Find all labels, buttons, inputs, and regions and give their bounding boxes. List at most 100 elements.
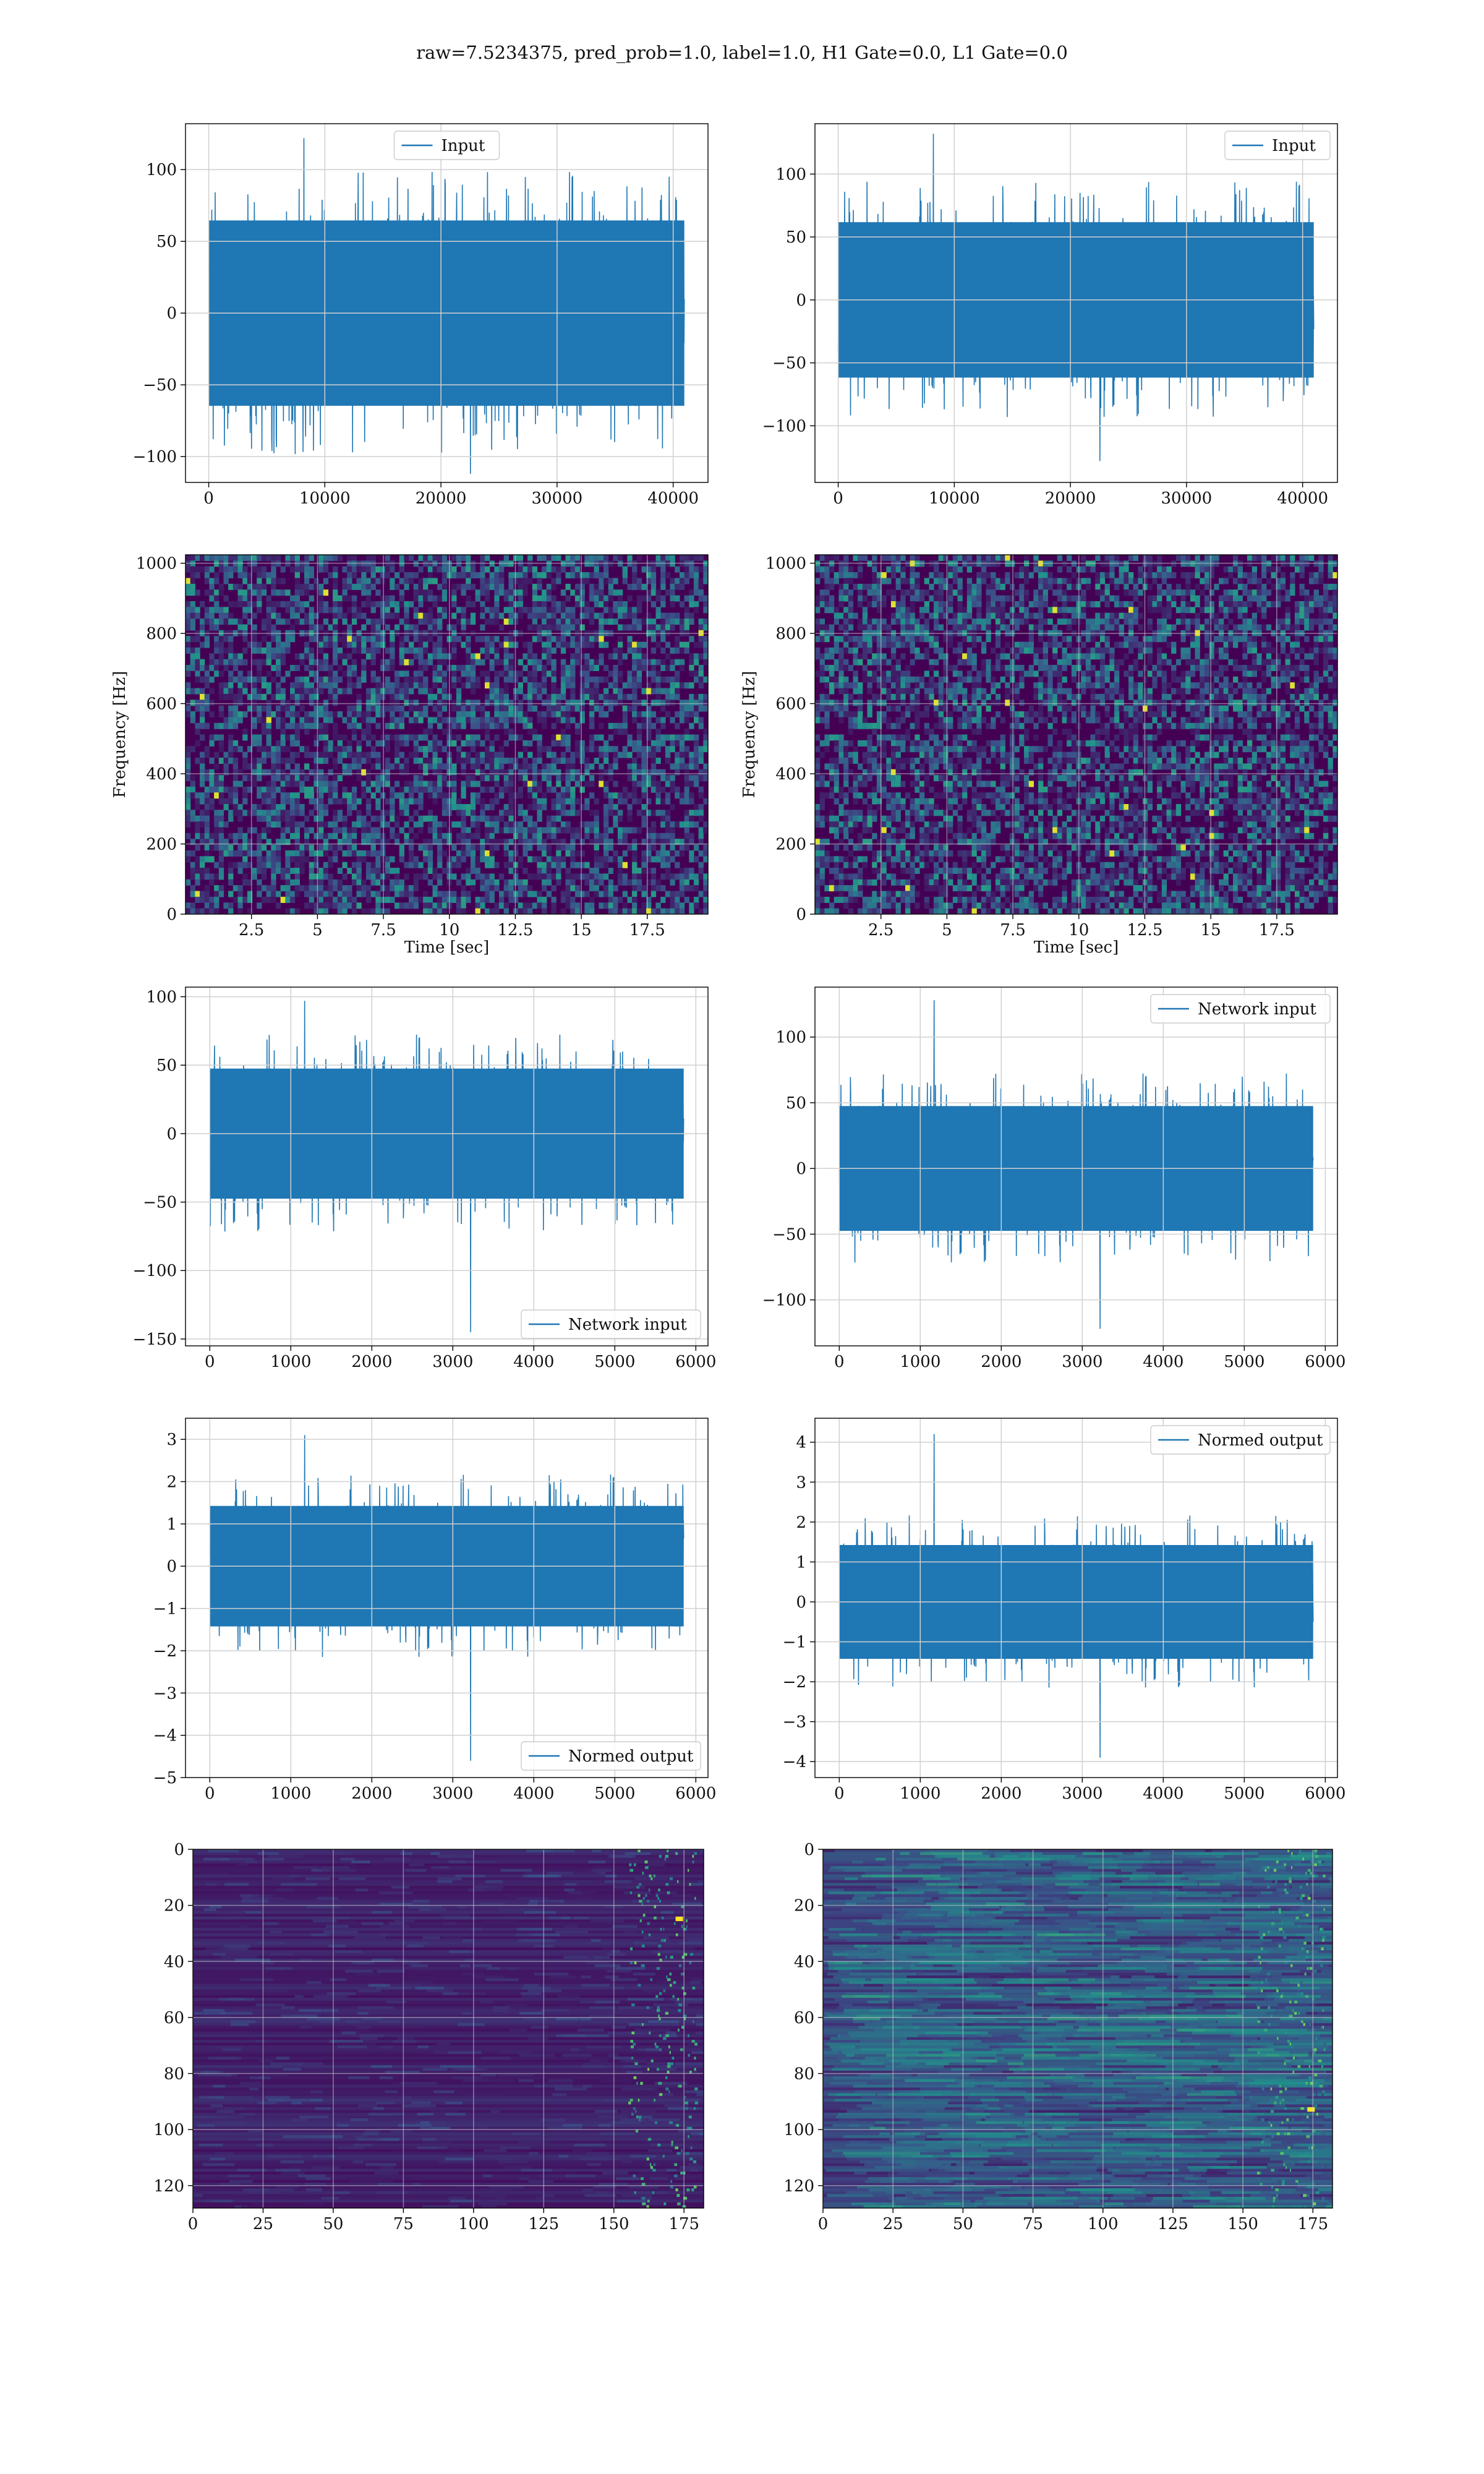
heatmap-cell [190, 775, 195, 782]
heatmap-cell [1209, 572, 1214, 579]
heatmap-cell [285, 601, 291, 607]
heatmap-cell [1299, 589, 1305, 596]
heatmap-cell [356, 758, 362, 764]
heatmap-cell [266, 659, 271, 666]
heatmap-cell [351, 908, 357, 914]
heatmap-cell [375, 641, 381, 648]
heatmap-cell [622, 839, 628, 845]
heatmap-cell [499, 792, 505, 799]
heatmap-cell [494, 885, 500, 892]
heatmap-cell [508, 891, 514, 897]
heatmap-cell [646, 896, 652, 903]
heatmap-cell [670, 740, 675, 747]
heatmap-cell [318, 902, 324, 909]
heatmap-cell [257, 705, 262, 712]
heatmap-cell [409, 700, 414, 706]
heatmap-cell [1304, 595, 1310, 602]
heatmap-cell [261, 758, 267, 764]
heatmap-cell [560, 758, 566, 764]
heatmap-cell [413, 647, 419, 654]
heatmap-cell [252, 624, 257, 631]
heatmap-cell [271, 560, 276, 567]
heatmap-cell [556, 839, 561, 845]
heatmap-cell [895, 560, 901, 567]
heatmap-cell [499, 560, 505, 567]
heatmap-cell [1028, 601, 1034, 607]
heatmap-cell [1099, 560, 1106, 567]
heatmap-cell [375, 786, 381, 793]
heatmap-cell [527, 815, 533, 822]
heatmap-cell [257, 839, 262, 845]
heatmap-cell [660, 700, 666, 706]
heatmap-cell [655, 607, 661, 614]
heatmap-cell [223, 647, 229, 654]
heatmap-cell [470, 659, 476, 666]
heatmap-cell [323, 839, 329, 845]
heatmap-cell [271, 810, 276, 816]
heatmap-cell [532, 873, 538, 880]
heatmap-cell [494, 734, 500, 741]
plot-area [815, 555, 1337, 914]
heatmap-cell [650, 751, 657, 758]
heatmap-cell [641, 868, 647, 874]
heatmap-cell [257, 589, 262, 596]
heatmap-cell [313, 798, 319, 805]
heatmap-cell [527, 751, 533, 758]
heatmap-cell [608, 798, 613, 805]
heatmap-cell [261, 815, 267, 822]
heatmap-cell [351, 618, 357, 625]
heatmap-cell [508, 815, 514, 822]
heatmap-cell [1171, 601, 1177, 607]
heatmap-cell [938, 601, 944, 607]
heatmap-cell [437, 873, 443, 880]
heatmap-cell [461, 670, 466, 677]
heatmap-cell [522, 879, 528, 886]
figure-title: raw=7.5234375, pred_prob=1.0, label=1.0,… [416, 42, 1068, 63]
heatmap-cell [342, 589, 348, 596]
heatmap-cell [333, 722, 338, 729]
heatmap-cell [328, 711, 333, 717]
heatmap-cell [1200, 589, 1205, 596]
heatmap-cell [542, 908, 547, 914]
heatmap-cell [503, 729, 509, 735]
heatmap-cell [399, 856, 404, 863]
heatmap-cell [266, 624, 271, 631]
heatmap-cell [323, 885, 329, 892]
heatmap-cell [385, 810, 390, 816]
heatmap-cell [976, 583, 982, 590]
heatmap-cell [271, 769, 276, 776]
heatmap-cell [342, 751, 348, 758]
heatmap-cell [456, 705, 462, 712]
heatmap-cell [675, 740, 680, 747]
heatmap-cell [385, 891, 390, 897]
heatmap-cell [232, 798, 239, 805]
heatmap-cell [304, 902, 310, 909]
heatmap-cell [694, 693, 699, 700]
heatmap-cell [309, 717, 314, 724]
heatmap-cell [584, 688, 590, 695]
heatmap-cell [675, 891, 680, 897]
heatmap-cell [257, 641, 262, 648]
heatmap-cell [328, 902, 333, 909]
heatmap-cell [560, 839, 566, 845]
heatmap-cell [546, 821, 552, 828]
heatmap-cell [370, 815, 376, 822]
heatmap-cell [200, 734, 205, 741]
heatmap-cell [1081, 595, 1086, 602]
heatmap-cell [385, 839, 390, 845]
heatmap-cell [437, 717, 443, 724]
heatmap-cell [698, 700, 704, 706]
heatmap-cell [485, 700, 490, 706]
heatmap-cell [186, 821, 191, 828]
heatmap-cell [390, 792, 395, 799]
heatmap-cell [675, 839, 680, 845]
heatmap-cell [480, 844, 485, 851]
heatmap-cell [337, 607, 343, 614]
heatmap-cell [527, 740, 533, 747]
heatmap-cell [333, 693, 338, 700]
heatmap-cell [636, 746, 642, 753]
heatmap-cell [684, 746, 689, 753]
heatmap-cell [385, 856, 390, 863]
heatmap-cell [195, 891, 200, 897]
heatmap-cell [542, 873, 547, 880]
